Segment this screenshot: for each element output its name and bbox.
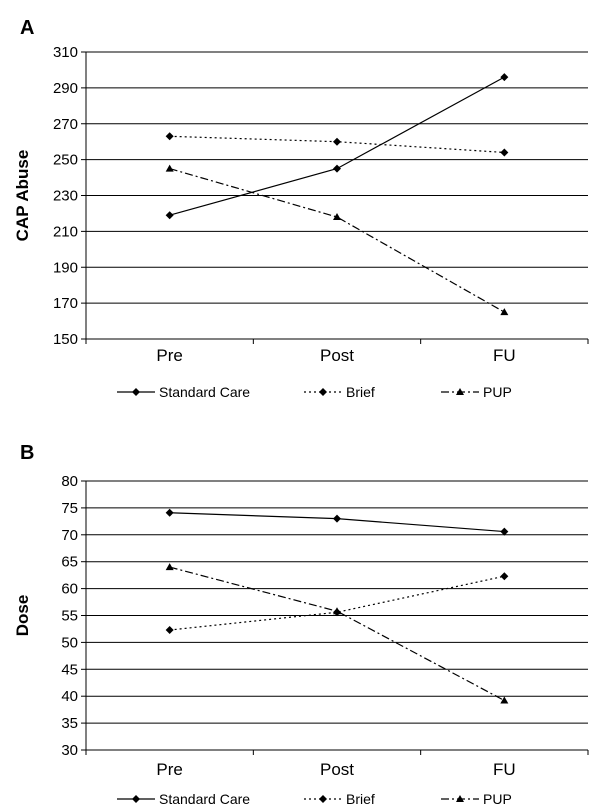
- series-pup-point: [165, 164, 174, 172]
- y-tick-label: 55: [61, 608, 78, 625]
- panel-b-legend: Standard Care Brief PUP: [117, 791, 512, 807]
- legend-marker: [319, 795, 327, 803]
- y-tick-label: 40: [61, 688, 78, 705]
- series-standard-care-line: [169, 76, 505, 216]
- series-brief-point: [500, 572, 509, 581]
- series-brief: [165, 572, 509, 635]
- y-tick-label: 170: [53, 295, 78, 312]
- y-axis-label: Dose: [13, 595, 32, 637]
- y-tick-label: 190: [53, 259, 78, 276]
- y-tick-label: 60: [61, 581, 78, 598]
- y-tick-label: 210: [53, 223, 78, 240]
- series-brief-point: [333, 137, 341, 146]
- y-tick-label: 250: [53, 152, 78, 169]
- series-brief-point: [165, 626, 174, 635]
- series-standard-care-point: [333, 164, 341, 173]
- series-pup: [165, 563, 509, 704]
- series-brief-line: [169, 575, 505, 631]
- x-tick-label: Pre: [156, 760, 182, 779]
- y-tick-label: 50: [61, 634, 78, 651]
- y-tick-label: 150: [53, 331, 78, 348]
- legend-label: Brief: [346, 791, 375, 807]
- y-tick-label: 270: [53, 116, 78, 133]
- panel-a-letter: A: [20, 17, 34, 39]
- series-standard-care: [165, 508, 509, 536]
- legend-label: PUP: [483, 384, 512, 400]
- series-pup-point: [333, 213, 341, 221]
- legend-label: PUP: [483, 791, 512, 807]
- legend-marker: [456, 388, 464, 395]
- series-pup-point: [500, 308, 509, 316]
- y-tick-label: 65: [61, 554, 78, 571]
- legend-marker: [132, 795, 140, 803]
- series-pup-point: [165, 563, 174, 571]
- series-pup-point: [500, 696, 509, 704]
- legend-label: Standard Care: [159, 791, 250, 807]
- panel-a: A 150 170 190 210 230 250 270 290 310 CAP Abuse Pre…: [13, 17, 589, 400]
- y-tick-label: 310: [53, 44, 78, 61]
- y-tick-label: 230: [53, 188, 78, 205]
- y-tick-label: 290: [53, 80, 78, 97]
- series-pup: [165, 164, 509, 316]
- legend-marker: [319, 388, 327, 396]
- series-standard-care-point: [500, 527, 509, 536]
- y-axis-label: CAP Abuse: [13, 150, 32, 242]
- x-tick-label: Post: [320, 346, 354, 365]
- series-pup-line: [169, 566, 505, 702]
- legend-label: Standard Care: [159, 384, 250, 400]
- panel-a-legend: Standard Care Brief PUP: [117, 384, 512, 400]
- legend-marker: [456, 795, 464, 802]
- y-tick-label: 80: [61, 473, 78, 490]
- legend-label: Brief: [346, 384, 375, 400]
- y-tick-label: 75: [61, 500, 78, 517]
- series-pup-point: [333, 607, 341, 615]
- y-tick-label: 45: [61, 661, 78, 678]
- y-tick-label: 30: [61, 742, 78, 759]
- y-tick-label: 35: [61, 715, 78, 732]
- series-brief-point: [165, 132, 174, 141]
- panel-b-letter: B: [20, 442, 34, 464]
- panel-b: B 30 35 40 45 50 55 60 65 70 75 80 Dose Pre Post FU Stan…: [13, 442, 589, 807]
- series-standard-care: [165, 73, 509, 220]
- series-brief: [165, 132, 509, 157]
- series-standard-care-point: [165, 211, 174, 220]
- series-standard-care-point: [500, 73, 509, 82]
- x-tick-label: FU: [493, 760, 516, 779]
- series-standard-care-point: [333, 514, 341, 523]
- x-tick-label: FU: [493, 346, 516, 365]
- series-brief-point: [500, 148, 509, 157]
- x-tick-label: Post: [320, 760, 354, 779]
- legend-marker: [132, 388, 140, 396]
- series-pup-line: [169, 168, 505, 313]
- x-tick-label: Pre: [156, 346, 182, 365]
- y-tick-label: 70: [61, 527, 78, 544]
- series-standard-care-point: [165, 508, 174, 517]
- series-brief-line: [169, 135, 505, 154]
